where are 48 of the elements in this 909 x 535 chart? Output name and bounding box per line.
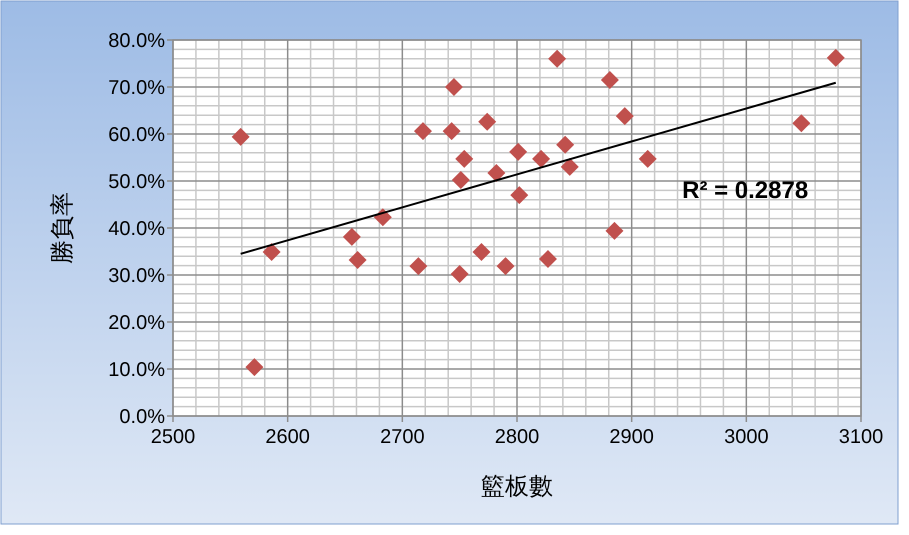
point: [509, 142, 528, 161]
point: [487, 164, 506, 182]
annotation: R² = 0.2878: [682, 176, 808, 204]
x-tick-label: 3000: [724, 426, 769, 448]
point: [600, 70, 619, 89]
point: [245, 358, 264, 376]
point: [342, 228, 361, 246]
x-tick-label: 2600: [265, 426, 310, 448]
x-axis-title: 籃板數: [481, 473, 553, 500]
y-tick-label: 30.0%: [108, 265, 166, 287]
x-tick-label: 2800: [494, 426, 540, 448]
point: [826, 48, 845, 67]
point: [510, 186, 528, 204]
point: [409, 257, 428, 276]
point: [638, 150, 657, 168]
point: [538, 250, 557, 268]
point: [532, 150, 550, 168]
point: [616, 107, 634, 126]
point: [605, 222, 624, 240]
y-axis-title: 勝負率: [49, 192, 76, 264]
y-tick-label: 10.0%: [108, 359, 166, 381]
x-tick-label: 3100: [838, 426, 884, 448]
point: [450, 265, 469, 284]
y-tick-label: 60.0%: [108, 124, 166, 146]
x-tick-label: 2700: [380, 426, 425, 448]
y-tick-label: 80.0%: [108, 30, 166, 52]
x-tick-label: 2900: [609, 426, 654, 448]
point: [556, 136, 574, 154]
y-tick-label: 20.0%: [108, 312, 166, 334]
point: [548, 50, 566, 68]
y-tick-label: 50.0%: [108, 171, 166, 193]
point: [496, 257, 515, 276]
point: [472, 242, 490, 261]
point: [444, 78, 463, 96]
point: [560, 158, 579, 176]
point: [792, 114, 810, 132]
point: [262, 242, 281, 261]
y-tick-label: 0.0%: [119, 406, 166, 428]
point: [232, 128, 250, 146]
y-tick-label: 70.0%: [108, 77, 166, 99]
point: [452, 171, 470, 190]
point: [455, 150, 474, 168]
point: [478, 112, 496, 131]
y-tick-label: 40.0%: [108, 218, 166, 240]
point: [442, 122, 461, 140]
x-tick-label: 2500: [150, 426, 196, 448]
point: [348, 250, 367, 269]
point: [414, 122, 432, 140]
